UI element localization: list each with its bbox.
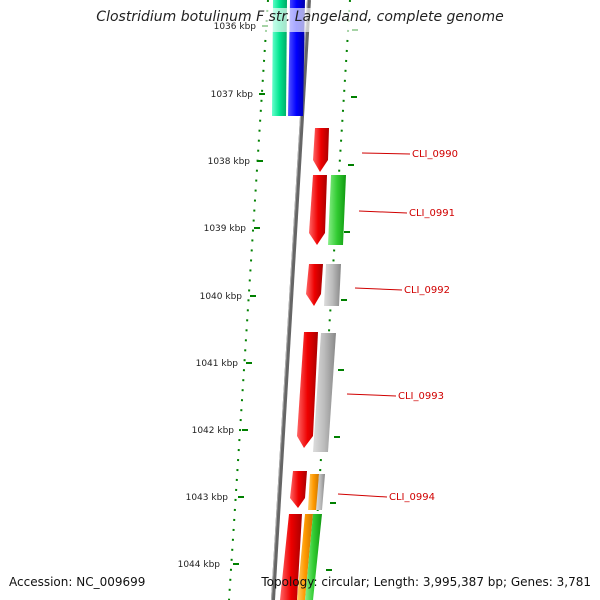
- gene-label-cli-0993: CLI_0993: [398, 391, 444, 402]
- orange-feature-bottom: [297, 514, 313, 600]
- tick-label-1041: 1041 kbp: [196, 359, 239, 369]
- tick-labels: 1036 kbp 1037 kbp 1038 kbp 1039 kbp 1040…: [178, 22, 257, 570]
- grey-feature-0993: [313, 333, 336, 452]
- grey-feature-0994: [316, 474, 325, 510]
- tick-label-1043: 1043 kbp: [186, 493, 229, 503]
- gene-label-cli-0990: CLI_0990: [412, 149, 458, 160]
- accession-text: Accession: NC_009699: [9, 575, 146, 589]
- title-backdrop: [260, 8, 360, 32]
- gene-labels: CLI_0990 CLI_0991 CLI_0992 CLI_0993 CLI_…: [389, 149, 458, 503]
- cds-arrow-cli-0993: [297, 332, 318, 448]
- cds-arrow-cli-0990: [313, 128, 329, 172]
- tick-label-1036: 1036 kbp: [214, 22, 257, 32]
- cds-bottom: [280, 514, 302, 600]
- cds-arrow-cli-0991: [309, 175, 327, 245]
- tick-label-1040: 1040 kbp: [200, 292, 243, 302]
- gene-label-connectors: [337, 152, 411, 498]
- orange-feature-0994: [308, 474, 319, 510]
- cds-arrow-cli-0994: [290, 471, 307, 508]
- gene-label-cli-0991: CLI_0991: [409, 208, 455, 219]
- outer-scale-dots: [228, 0, 269, 600]
- green-feature-bottom: [305, 514, 322, 600]
- tick-label-1038: 1038 kbp: [208, 157, 251, 167]
- grey-feature-0992: [324, 264, 341, 306]
- tick-label-1037: 1037 kbp: [211, 90, 254, 100]
- tick-label-1039: 1039 kbp: [204, 224, 247, 234]
- tick-label-1044: 1044 kbp: [178, 560, 221, 570]
- green-feature-0991: [328, 175, 346, 245]
- gene-label-cli-0994: CLI_0994: [389, 492, 435, 503]
- map-title: Clostridium botulinum F str. Langeland, …: [96, 9, 504, 25]
- genome-summary-text: Topology: circular; Length: 3,995,387 bp…: [261, 575, 591, 589]
- gene-label-cli-0992: CLI_0992: [404, 285, 450, 296]
- cds-arrow-cli-0992: [306, 264, 323, 306]
- tick-label-1042: 1042 kbp: [192, 426, 235, 436]
